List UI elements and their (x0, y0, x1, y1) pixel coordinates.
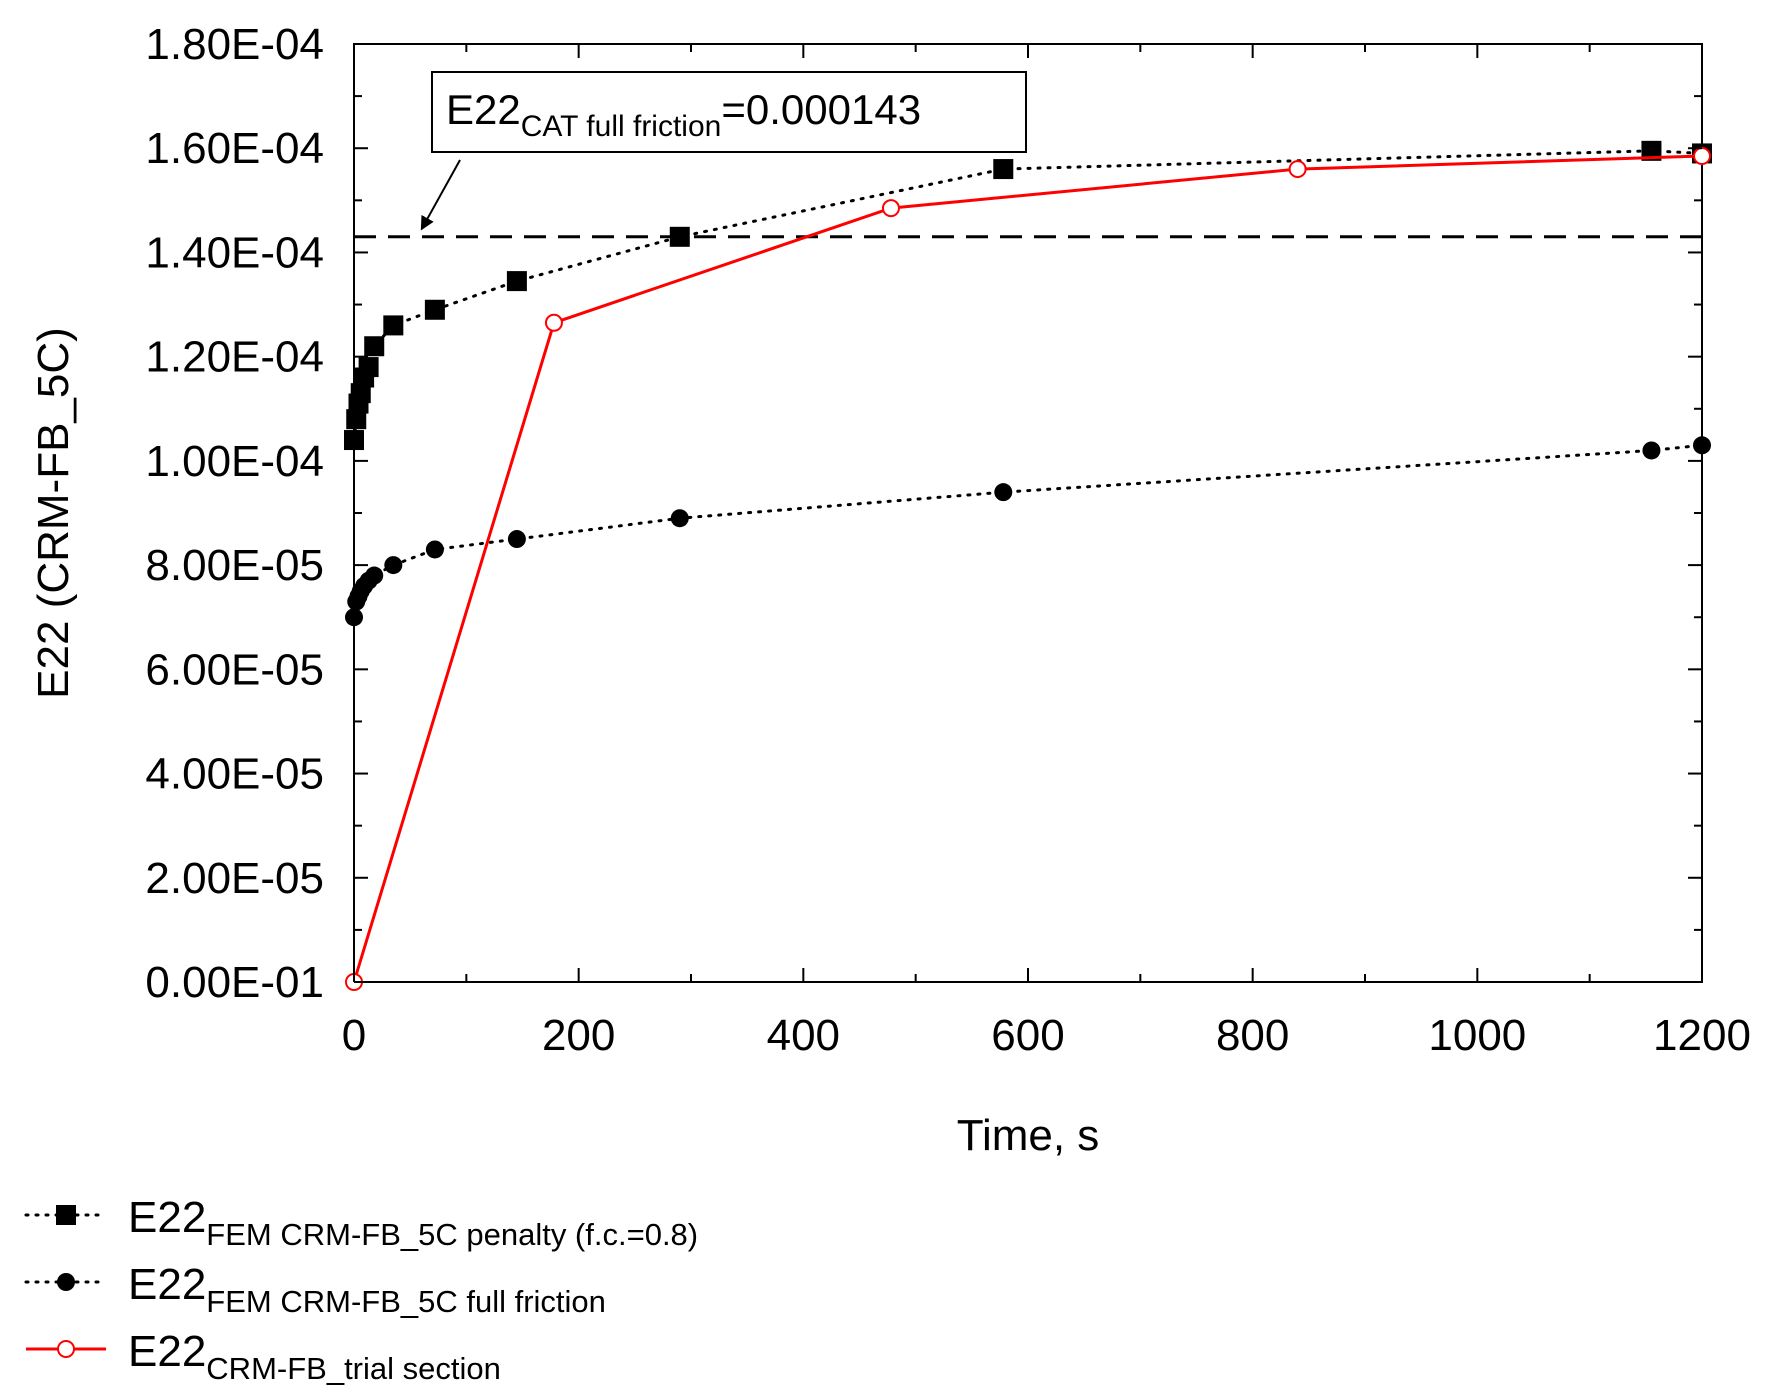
data-point (669, 226, 690, 247)
data-point (425, 540, 444, 559)
data-point (507, 530, 526, 549)
annotation-value: =0.000143 (721, 86, 921, 133)
series-e22-fem-crm-fb-5c-full-friction (345, 436, 1711, 627)
y-tick-label: 1.60E-04 (145, 124, 324, 173)
x-axis-label: Time, s (957, 1111, 1100, 1160)
y-axis-label: E22 (CRM-FB_5C) (29, 327, 78, 699)
y-tick-label: 8.00E-05 (145, 541, 324, 590)
data-point (994, 483, 1013, 502)
data-point (1693, 147, 1711, 166)
data-point (1641, 140, 1662, 161)
data-point (424, 299, 445, 320)
legend-label-trial-section: E22CRM-FB_trial section (128, 1327, 501, 1386)
y-tick-label: 1.80E-04 (145, 20, 324, 69)
y-tick-label: 2.00E-05 (145, 854, 324, 903)
series-e22-crm-fb-trial-section (345, 147, 1711, 991)
data-point (365, 566, 384, 585)
data-point (346, 409, 367, 430)
data-point (350, 383, 371, 404)
annotation-arrow (420, 159, 461, 231)
data-point (1288, 160, 1307, 179)
annotation-box (431, 71, 1027, 153)
legend-marker-full-friction (57, 1273, 75, 1291)
y-tick-label: 6.00E-05 (145, 645, 324, 694)
y-tick-label: 1.40E-04 (145, 228, 324, 277)
data-point (358, 357, 379, 378)
y-tick-label: 4.00E-05 (145, 750, 324, 799)
legend: E22FEM CRM-FB_5C penalty (f.c.=0.8) E22F… (24, 1193, 698, 1386)
legend-entry-penalty: E22FEM CRM-FB_5C penalty (f.c.=0.8) (24, 1193, 698, 1252)
data-point (993, 159, 1014, 180)
y-tick-label: 0.00E-01 (145, 958, 324, 1007)
series-layer (344, 140, 1712, 991)
legend-entry-trial-section: E22CRM-FB_trial section (26, 1327, 501, 1386)
series-line (352, 443, 1704, 619)
data-point (506, 271, 527, 292)
data-point (384, 556, 403, 575)
x-tick-label: 400 (767, 1011, 840, 1060)
data-point (1642, 441, 1661, 460)
data-point (670, 509, 689, 528)
series-e22-fem-crm-fb-5c-penalty-f-c-0-8 (344, 140, 1712, 451)
annotation-text: E22CAT full friction=0.000143 (446, 86, 921, 143)
x-tick-label: 200 (542, 1011, 615, 1060)
annotation: E22CAT full friction=0.000143 (420, 71, 1027, 231)
annotation-sub: CAT full friction (521, 110, 722, 143)
x-tick-label: 1200 (1653, 1011, 1751, 1060)
x-tick-label: 800 (1216, 1011, 1289, 1060)
legend-entry-full-friction: E22FEM CRM-FB_5C full friction (24, 1260, 606, 1319)
tick-layer: 0 200 400 600 800 1000 1200 0.00E-01 2.00E-05 4.0… (145, 20, 1751, 1060)
data-point (1693, 436, 1711, 455)
legend-label-penalty: E22FEM CRM-FB_5C penalty (f.c.=0.8) (128, 1193, 698, 1252)
x-tick-label: 0 (342, 1011, 366, 1060)
data-point (544, 313, 563, 332)
data-point (383, 315, 404, 336)
plot-frame (353, 43, 1703, 983)
annotation-main: E22 (446, 86, 521, 133)
data-point (364, 336, 385, 357)
legend-marker-trial-section (57, 1340, 75, 1358)
series-line (352, 154, 1703, 983)
data-point (344, 430, 364, 451)
y-tick-label: 1.00E-04 (145, 437, 324, 486)
legend-label-full-friction: E22FEM CRM-FB_5C full friction (128, 1260, 606, 1319)
x-tick-label: 600 (991, 1011, 1064, 1060)
x-tick-label: 1000 (1428, 1011, 1526, 1060)
data-point (881, 199, 900, 218)
legend-marker-penalty (56, 1205, 76, 1225)
y-tick-label: 1.20E-04 (145, 333, 324, 382)
